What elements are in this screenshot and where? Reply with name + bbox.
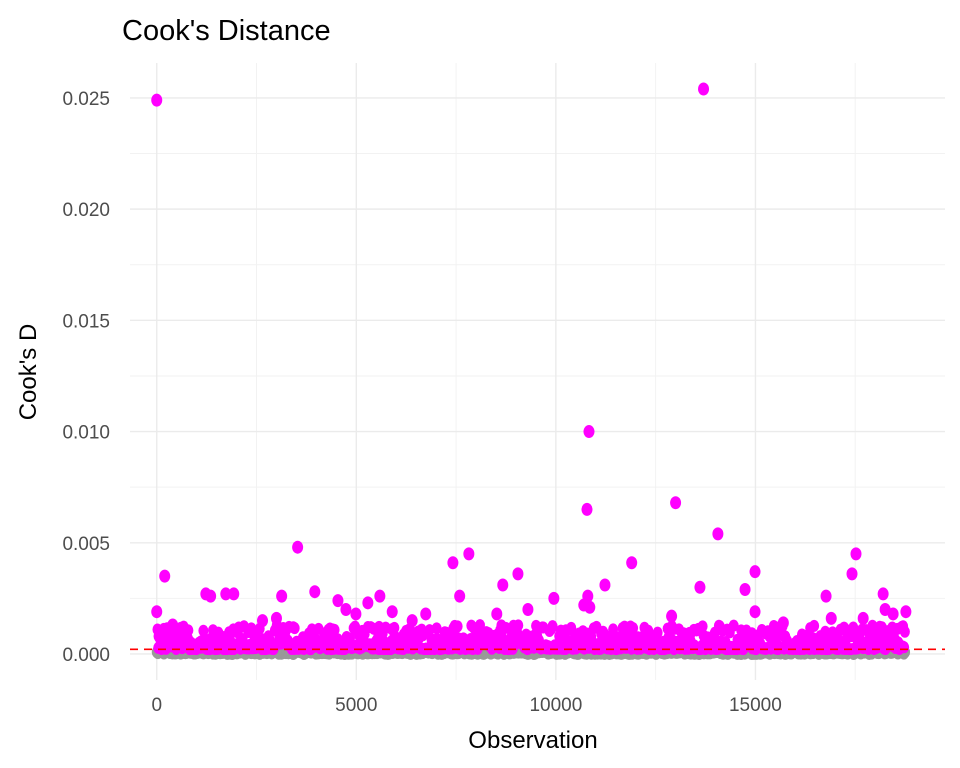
y-tick-label: 0.005 [62,534,110,555]
data-point-influential [420,607,432,621]
data-point-influential [899,641,910,654]
data-point-influential [340,602,352,616]
data-point-influential [697,620,708,633]
data-point-influential [749,605,761,619]
x-tick-label: 10000 [529,695,582,716]
data-point-influential [777,616,789,630]
data-point-influential [522,602,534,616]
data-point-influential [289,622,300,635]
data-point-influential [548,591,560,605]
data-point-influential [374,589,386,603]
x-tick-label: 0 [151,695,162,716]
data-point-influential [583,425,595,439]
data-point-influential [151,93,163,107]
y-tick-label: 0.000 [62,645,110,666]
data-point-influential [257,614,269,628]
data-point-influential [857,611,869,625]
data-point-influential [698,82,710,96]
data-point-influential [159,569,171,583]
data-point-influential [497,578,509,592]
data-point-influential [454,589,466,603]
data-point-influential [332,594,344,608]
y-tick-label: 0.010 [62,423,110,444]
data-point-influential [183,624,194,637]
data-point-influential [670,496,682,510]
data-point-influential [846,567,858,581]
data-point-influential [350,607,362,621]
data-point-influential [820,589,832,603]
data-point-influential [848,621,859,634]
data-point-influential [566,621,577,634]
data-point-influential [749,565,761,579]
data-point-influential [628,622,639,635]
data-point-influential [151,605,163,619]
data-point-influential [694,580,706,594]
data-point-influential [739,582,751,596]
data-point-influential [712,527,724,541]
data-point-influential [431,622,442,635]
y-tick-label: 0.025 [62,89,110,110]
data-point-influential [362,596,374,610]
data-point-influential [491,607,503,621]
chart-title: Cook's Distance [122,15,331,47]
data-point-influential [850,547,862,561]
y-axis-label: Cook's D [15,324,42,421]
x-tick-label: 5000 [335,695,377,716]
data-point-influential [292,540,304,554]
data-point-influential [728,619,739,632]
data-point-influential [900,605,912,619]
data-point-influential [406,614,418,628]
data-point-influential [652,626,663,639]
y-tick-labels: 0.000 0.005 0.010 0.015 0.020 0.025 [62,89,110,666]
data-point-influential [447,556,459,570]
data-point-influential [452,620,463,633]
data-point-influential [228,587,240,601]
x-tick-labels: 0 5000 10000 15000 [151,695,781,716]
data-point-influential [887,607,899,621]
data-point-influential [599,578,611,592]
influential-points [151,82,912,656]
data-point-influential [899,625,910,638]
data-point-influential [584,600,596,614]
data-point-influential [198,624,209,637]
data-point-influential [463,547,475,561]
x-axis-label: Observation [468,727,597,754]
data-point-influential [276,589,288,603]
data-point-influential [626,556,638,570]
data-point-influential [581,502,593,516]
data-point-influential [205,589,217,603]
data-point-influential [809,619,820,632]
data-point-influential [867,619,878,632]
data-point-influential [386,605,398,619]
data-point-influential [608,623,619,636]
data-point-influential [547,620,558,633]
data-point-influential [167,618,179,632]
y-tick-label: 0.020 [62,200,110,221]
data-point-influential [512,567,524,581]
data-point-influential [220,587,232,601]
data-point-influential [825,611,837,625]
y-tick-label: 0.015 [62,311,110,332]
grid [130,63,945,680]
data-point-influential [270,611,282,625]
data-point-influential [877,587,889,601]
data-point-influential [666,609,678,623]
data-point-influential [309,585,321,599]
x-tick-label: 15000 [729,695,782,716]
data-point-influential [513,619,524,632]
